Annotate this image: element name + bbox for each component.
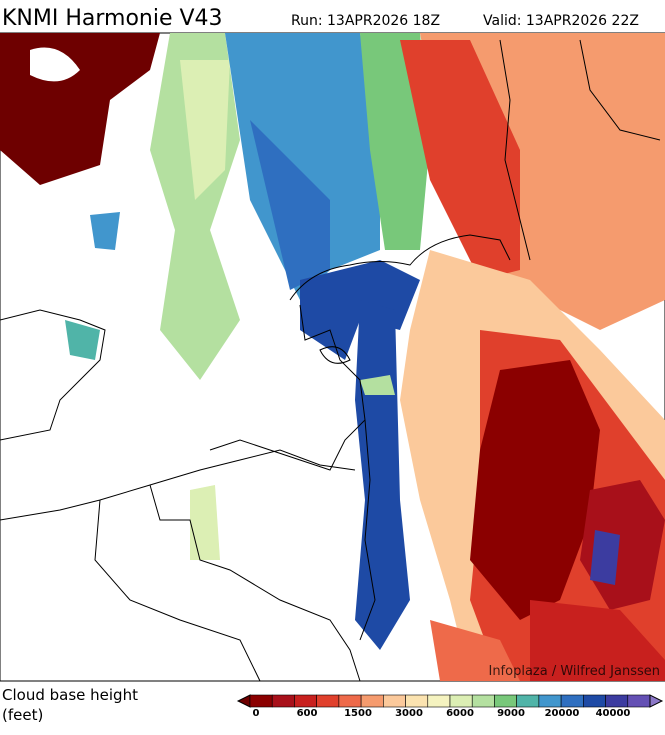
colorbar-label: 1500 [344,708,372,719]
map-credit: Infoplaza / Wilfred Janssen [488,664,660,679]
map: Infoplaza / Wilfred Janssen [0,32,665,682]
colorbar-swatch [560,694,584,708]
colorbar-swatch [605,694,629,708]
colorbar: 0 600 1500 3000 6000 9000 20000 40000 [236,694,664,719]
colorbar-arrow-high [649,694,664,708]
colorbar-swatch [471,694,495,708]
colorbar-swatch [316,694,340,708]
colorbar-swatch [338,694,362,708]
valid-time: Valid: 13APR2026 22Z [483,13,639,29]
colorbar-swatch [360,694,384,708]
colorbar-label: 0 [253,708,260,719]
colorbar-label: 40000 [596,708,631,719]
legend-title: Cloud base height [2,686,138,704]
colorbar-swatch [294,694,317,708]
colorbar-swatch [383,694,406,708]
title: KNMI Harmonie V43 [2,6,223,31]
colorbar-swatch [249,694,273,708]
colorbar-swatch [516,694,540,708]
colorbar-swatch [405,694,429,708]
colorbar-swatch [449,694,473,708]
legend-unit: (feet) [2,706,43,724]
colorbar-label: 6000 [446,708,474,719]
colorbar-swatch [538,694,562,708]
colorbar-label: 20000 [545,708,580,719]
colorbar-label: 600 [297,708,318,719]
colorbar-label: 9000 [497,708,525,719]
colorbar-swatch [271,694,295,708]
colorbar-swatch [494,694,517,708]
colorbar-arrow-low [236,694,251,708]
colorbar-label: 3000 [395,708,423,719]
colorbar-swatch [627,694,651,708]
colorbar-swatch [583,694,606,708]
colorbar-swatch [427,694,451,708]
run-time: Run: 13APR2026 18Z [291,13,440,29]
